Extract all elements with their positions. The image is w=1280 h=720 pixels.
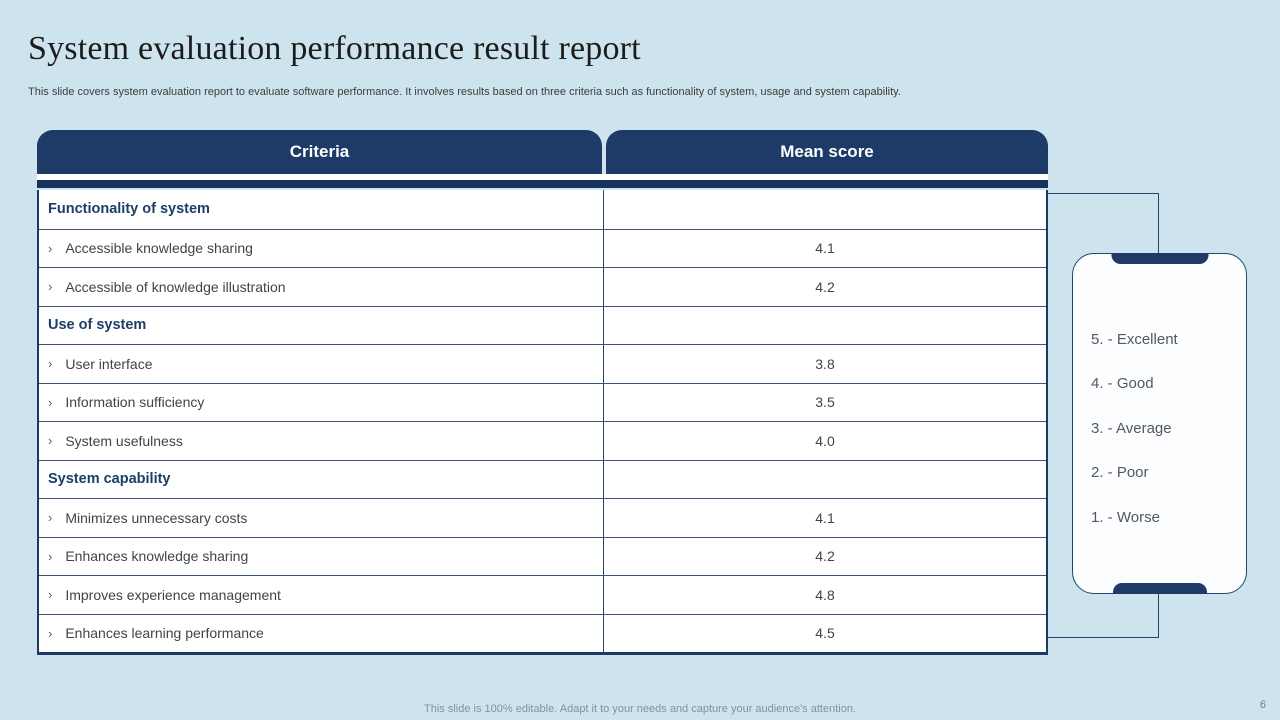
slide-subtitle: This slide covers system evaluation repo… xyxy=(28,86,901,98)
table-row: System capability xyxy=(39,459,1046,499)
table-row: › Enhances knowledge sharing 4.2 xyxy=(39,536,1046,575)
mean-score-cell: 4.2 xyxy=(815,548,835,565)
mean-score-cell xyxy=(604,190,1046,229)
chevron-bullet-icon: › xyxy=(48,394,53,410)
table-row: › Enhances learning performance 4.5 xyxy=(39,613,1046,652)
mean-score-cell: 3.5 xyxy=(815,394,835,411)
mean-score-cell: 4.5 xyxy=(815,625,835,642)
column-header-criteria: Criteria xyxy=(37,130,602,174)
mean-score-cell: 3.8 xyxy=(815,355,835,372)
chevron-bullet-icon: › xyxy=(48,279,53,295)
chevron-bullet-icon: › xyxy=(48,433,53,449)
mean-score-cell xyxy=(604,461,1046,499)
table-row: › User interface 3.8 xyxy=(39,344,1046,383)
header-divider-stripe xyxy=(37,180,1048,188)
mean-score-cell: 4.1 xyxy=(815,240,835,257)
panel-bottom-notch xyxy=(1112,583,1207,594)
criteria-item-cell: › Information sufficiency xyxy=(39,383,604,421)
connector-line-bottom xyxy=(1048,593,1159,638)
criteria-section-cell: System capability xyxy=(39,460,604,498)
mean-score-cell: 4.1 xyxy=(815,509,835,526)
criteria-item-cell: › Enhances learning performance xyxy=(39,614,604,652)
criteria-item-cell: › User interface xyxy=(39,345,604,383)
mean-score-cell: 4.0 xyxy=(815,432,835,449)
page-number: 6 xyxy=(1259,699,1266,711)
criteria-label: User interface xyxy=(65,355,153,372)
page-title: System evaluation performance result rep… xyxy=(28,30,641,67)
chevron-bullet-icon: › xyxy=(48,587,53,603)
criteria-label: Enhances knowledge sharing xyxy=(65,548,249,565)
criteria-label: Accessible knowledge sharing xyxy=(65,240,253,257)
mean-score-cell xyxy=(604,307,1046,345)
table-row: › Improves experience management 4.8 xyxy=(39,575,1046,614)
criteria-label: Minimizes unnecessary costs xyxy=(65,509,248,526)
criteria-label: Accessible of knowledge illustration xyxy=(65,278,286,295)
table-row: › Information sufficiency 3.5 xyxy=(39,382,1046,421)
legend-item: 5. - Excellent xyxy=(1091,330,1178,348)
table-row: › Minimizes unnecessary costs 4.1 xyxy=(39,498,1046,537)
footer-note: This slide is 100% editable. Adapt it to… xyxy=(424,703,856,715)
criteria-item-cell: › Accessible knowledge sharing xyxy=(39,229,604,267)
table-row: Functionality of system xyxy=(39,190,1046,229)
chevron-bullet-icon: › xyxy=(48,240,53,256)
chevron-bullet-icon: › xyxy=(48,510,53,526)
column-header-mean-score: Mean score xyxy=(606,130,1048,174)
mean-score-cell: 4.2 xyxy=(815,278,835,295)
table-row: › System usefulness 4.0 xyxy=(39,421,1046,460)
legend-list: 5. - Excellent 4. - Good 3. - Average 2. - … xyxy=(1073,254,1246,540)
legend-item: 3. - Average xyxy=(1091,419,1172,437)
panel-top-notch xyxy=(1111,253,1208,264)
header-divider-white xyxy=(37,174,1048,180)
legend-item: 2. - Poor xyxy=(1091,464,1149,482)
score-legend-panel: 5. - Excellent 4. - Good 3. - Average 2. - … xyxy=(1072,253,1247,594)
criteria-label: Enhances learning performance xyxy=(65,625,264,642)
legend-item: 1. - Worse xyxy=(1091,508,1160,526)
chevron-bullet-icon: › xyxy=(48,356,53,372)
criteria-label: Information sufficiency xyxy=(65,394,205,411)
criteria-item-cell: › Enhances knowledge sharing xyxy=(39,537,604,575)
table-body: Functionality of system › Accessible knowl… xyxy=(37,190,1048,655)
criteria-item-cell: › System usefulness xyxy=(39,422,604,460)
mean-score-cell: 4.8 xyxy=(815,586,835,603)
table-row: › Accessible knowledge sharing 4.1 xyxy=(39,228,1046,267)
criteria-label: System usefulness xyxy=(65,432,183,449)
criteria-label: Improves experience management xyxy=(65,586,281,603)
criteria-item-cell: › Improves experience management xyxy=(39,576,604,614)
chevron-bullet-icon: › xyxy=(48,548,53,564)
connector-line-top xyxy=(1048,193,1159,254)
table-header: Criteria Mean score xyxy=(37,130,1048,174)
legend-item: 4. - Good xyxy=(1091,375,1154,393)
chevron-bullet-icon: › xyxy=(48,625,53,641)
table-row: Use of system xyxy=(39,305,1046,345)
criteria-item-cell: › Minimizes unnecessary costs xyxy=(39,499,604,537)
criteria-section-cell: Use of system xyxy=(39,306,604,344)
criteria-item-cell: › Accessible of knowledge illustration xyxy=(39,268,604,306)
criteria-section-cell: Functionality of system xyxy=(39,190,604,229)
table-row: › Accessible of knowledge illustration 4.2 xyxy=(39,267,1046,306)
